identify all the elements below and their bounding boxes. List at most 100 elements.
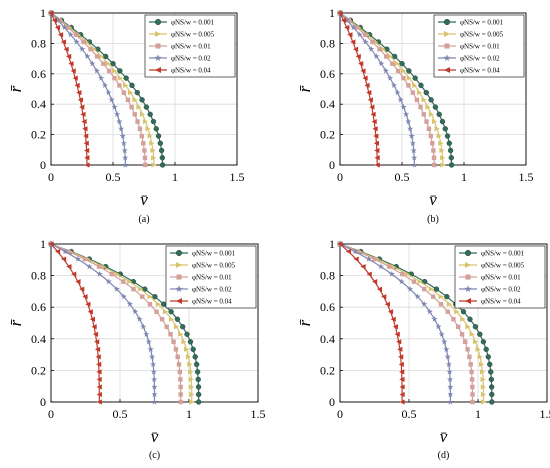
data-point (448, 162, 455, 168)
series-line (339, 243, 493, 403)
data-point (414, 293, 421, 300)
data-point (143, 331, 150, 337)
data-point (426, 308, 433, 315)
data-point (374, 147, 380, 154)
data-point (405, 118, 412, 125)
data-point (421, 97, 427, 103)
data-point (384, 301, 390, 307)
legend-marker (176, 274, 182, 280)
data-point (392, 324, 398, 330)
legend-marker (465, 274, 471, 280)
data-point (399, 369, 405, 375)
series-line (339, 12, 435, 166)
data-point (83, 140, 89, 146)
data-point (183, 346, 190, 352)
data-point (129, 82, 135, 89)
legend-label: φNS/w = 0.04 (192, 298, 232, 306)
data-point (137, 286, 144, 292)
data-point (462, 339, 468, 345)
data-point (487, 361, 493, 368)
data-point (192, 354, 198, 360)
data-point (447, 147, 454, 154)
data-point (83, 133, 89, 139)
legend-marker (155, 67, 161, 73)
series-line (50, 243, 200, 403)
data-point (151, 383, 158, 390)
data-point (150, 147, 156, 154)
data-point (85, 301, 91, 307)
data-point (76, 90, 82, 96)
data-point (178, 384, 183, 390)
data-point (472, 324, 479, 330)
data-point (446, 140, 452, 146)
data-point (110, 60, 116, 67)
data-point (367, 97, 373, 103)
data-point (73, 38, 80, 45)
data-point (114, 111, 121, 117)
y-tick-label: 0.2 (320, 128, 335, 142)
data-point (62, 248, 69, 255)
data-point (105, 89, 112, 96)
chart-panel-1: 0 0.5 1 1.5 0 0.2 0.4 0.6 0.8 1 v̄ r̄ (a) φNS/w = 0.0… (6, 6, 245, 225)
data-point (65, 25, 71, 30)
data-point (158, 147, 165, 154)
data-point (421, 112, 426, 117)
data-point (96, 264, 102, 269)
legend-marker (464, 249, 472, 257)
data-point (79, 104, 85, 110)
data-point (66, 263, 72, 270)
data-point (374, 162, 380, 168)
x-tick-label: 0.5 (402, 407, 417, 421)
data-point (430, 141, 435, 146)
y-tick-label: 0.2 (31, 128, 46, 142)
data-point (435, 323, 442, 330)
legend-marker (464, 285, 472, 293)
data-point (195, 399, 202, 405)
data-point (185, 354, 192, 360)
data-point (126, 300, 134, 307)
data-point (406, 75, 412, 81)
data-point (436, 133, 442, 139)
legend-label: φNS/w = 0.001 (481, 250, 525, 258)
data-point (400, 103, 407, 110)
data-point (173, 347, 179, 352)
data-point (431, 148, 436, 153)
data-point (54, 24, 61, 31)
data-point (129, 104, 134, 110)
data-point (469, 377, 475, 382)
data-point (408, 132, 415, 139)
data-point (178, 331, 184, 337)
data-point (347, 32, 353, 38)
data-point (121, 147, 128, 154)
legend-label: φNS/w = 0.02 (171, 55, 211, 63)
data-point (432, 104, 439, 110)
x-tick-label: 1.5 (540, 407, 550, 421)
data-point (337, 241, 343, 247)
data-point (48, 241, 54, 247)
data-point (105, 278, 112, 285)
data-point (174, 316, 181, 322)
data-point (148, 353, 156, 360)
series-line (339, 243, 403, 403)
legend-marker (155, 31, 161, 37)
data-point (54, 16, 62, 23)
data-point (66, 249, 71, 254)
x-axis-label: v̄ (140, 190, 148, 209)
x-tick-label: 1 (172, 170, 178, 184)
data-point (438, 331, 445, 337)
data-point (84, 162, 90, 168)
data-point (142, 118, 149, 125)
data-point (57, 32, 64, 38)
data-point (353, 256, 359, 262)
data-point (117, 75, 123, 81)
data-point (89, 60, 96, 67)
x-tick-label: 0.5 (106, 170, 121, 184)
data-point (376, 286, 383, 292)
data-point (446, 376, 454, 383)
data-point (147, 301, 153, 307)
data-point (366, 271, 372, 277)
data-point (355, 53, 361, 60)
data-point (417, 279, 423, 285)
data-point (345, 248, 352, 255)
data-point (441, 338, 448, 345)
